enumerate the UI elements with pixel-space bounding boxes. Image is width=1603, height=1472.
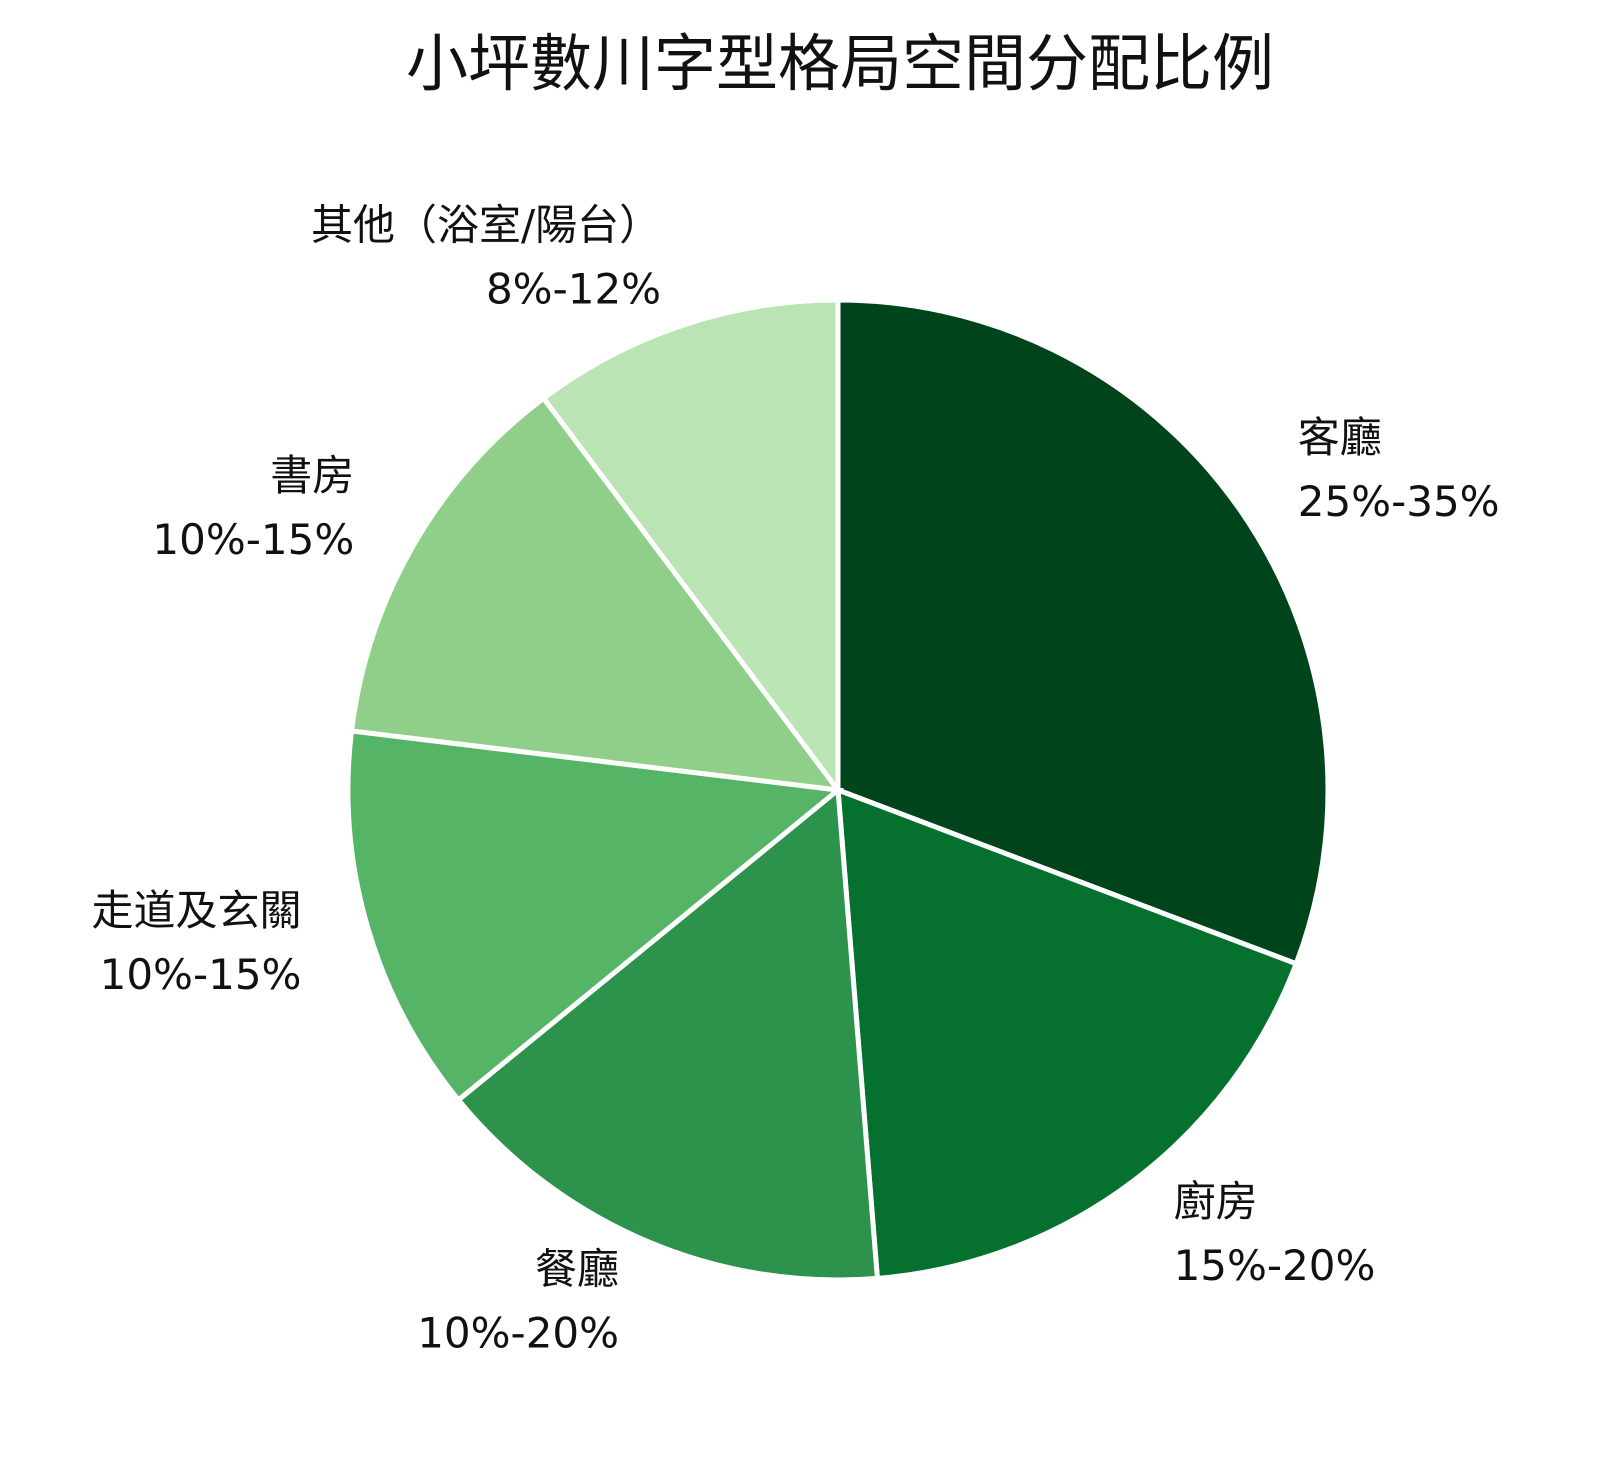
chart-title: 小坪數川字型格局空間分配比例 <box>406 27 1274 100</box>
pie-slice <box>540 297 841 798</box>
pie-slice <box>345 728 845 1104</box>
slice-value-label: 25%-35% <box>1298 477 1500 526</box>
slice-value-label: 15%-20% <box>1174 1241 1376 1290</box>
slice-value-label: 10%-15% <box>100 950 302 999</box>
pie-slice <box>835 297 1331 967</box>
pie-slice <box>454 785 881 1283</box>
slice-label: 廚房 <box>1174 1177 1258 1226</box>
slice-label: 書房 <box>270 451 354 500</box>
pie-slice <box>835 786 1300 1282</box>
slice-value-label: 10%-15% <box>152 515 354 564</box>
slice-value-label: 8%-12% <box>486 265 661 314</box>
slice-label: 餐廳 <box>535 1244 619 1293</box>
pie-slice <box>348 394 844 794</box>
slice-label: 其他（浴室/陽台） <box>311 201 661 250</box>
slice-label: 客廳 <box>1298 413 1382 462</box>
slice-value-label: 10%-20% <box>417 1308 619 1357</box>
slice-label: 走道及玄關 <box>91 886 301 935</box>
